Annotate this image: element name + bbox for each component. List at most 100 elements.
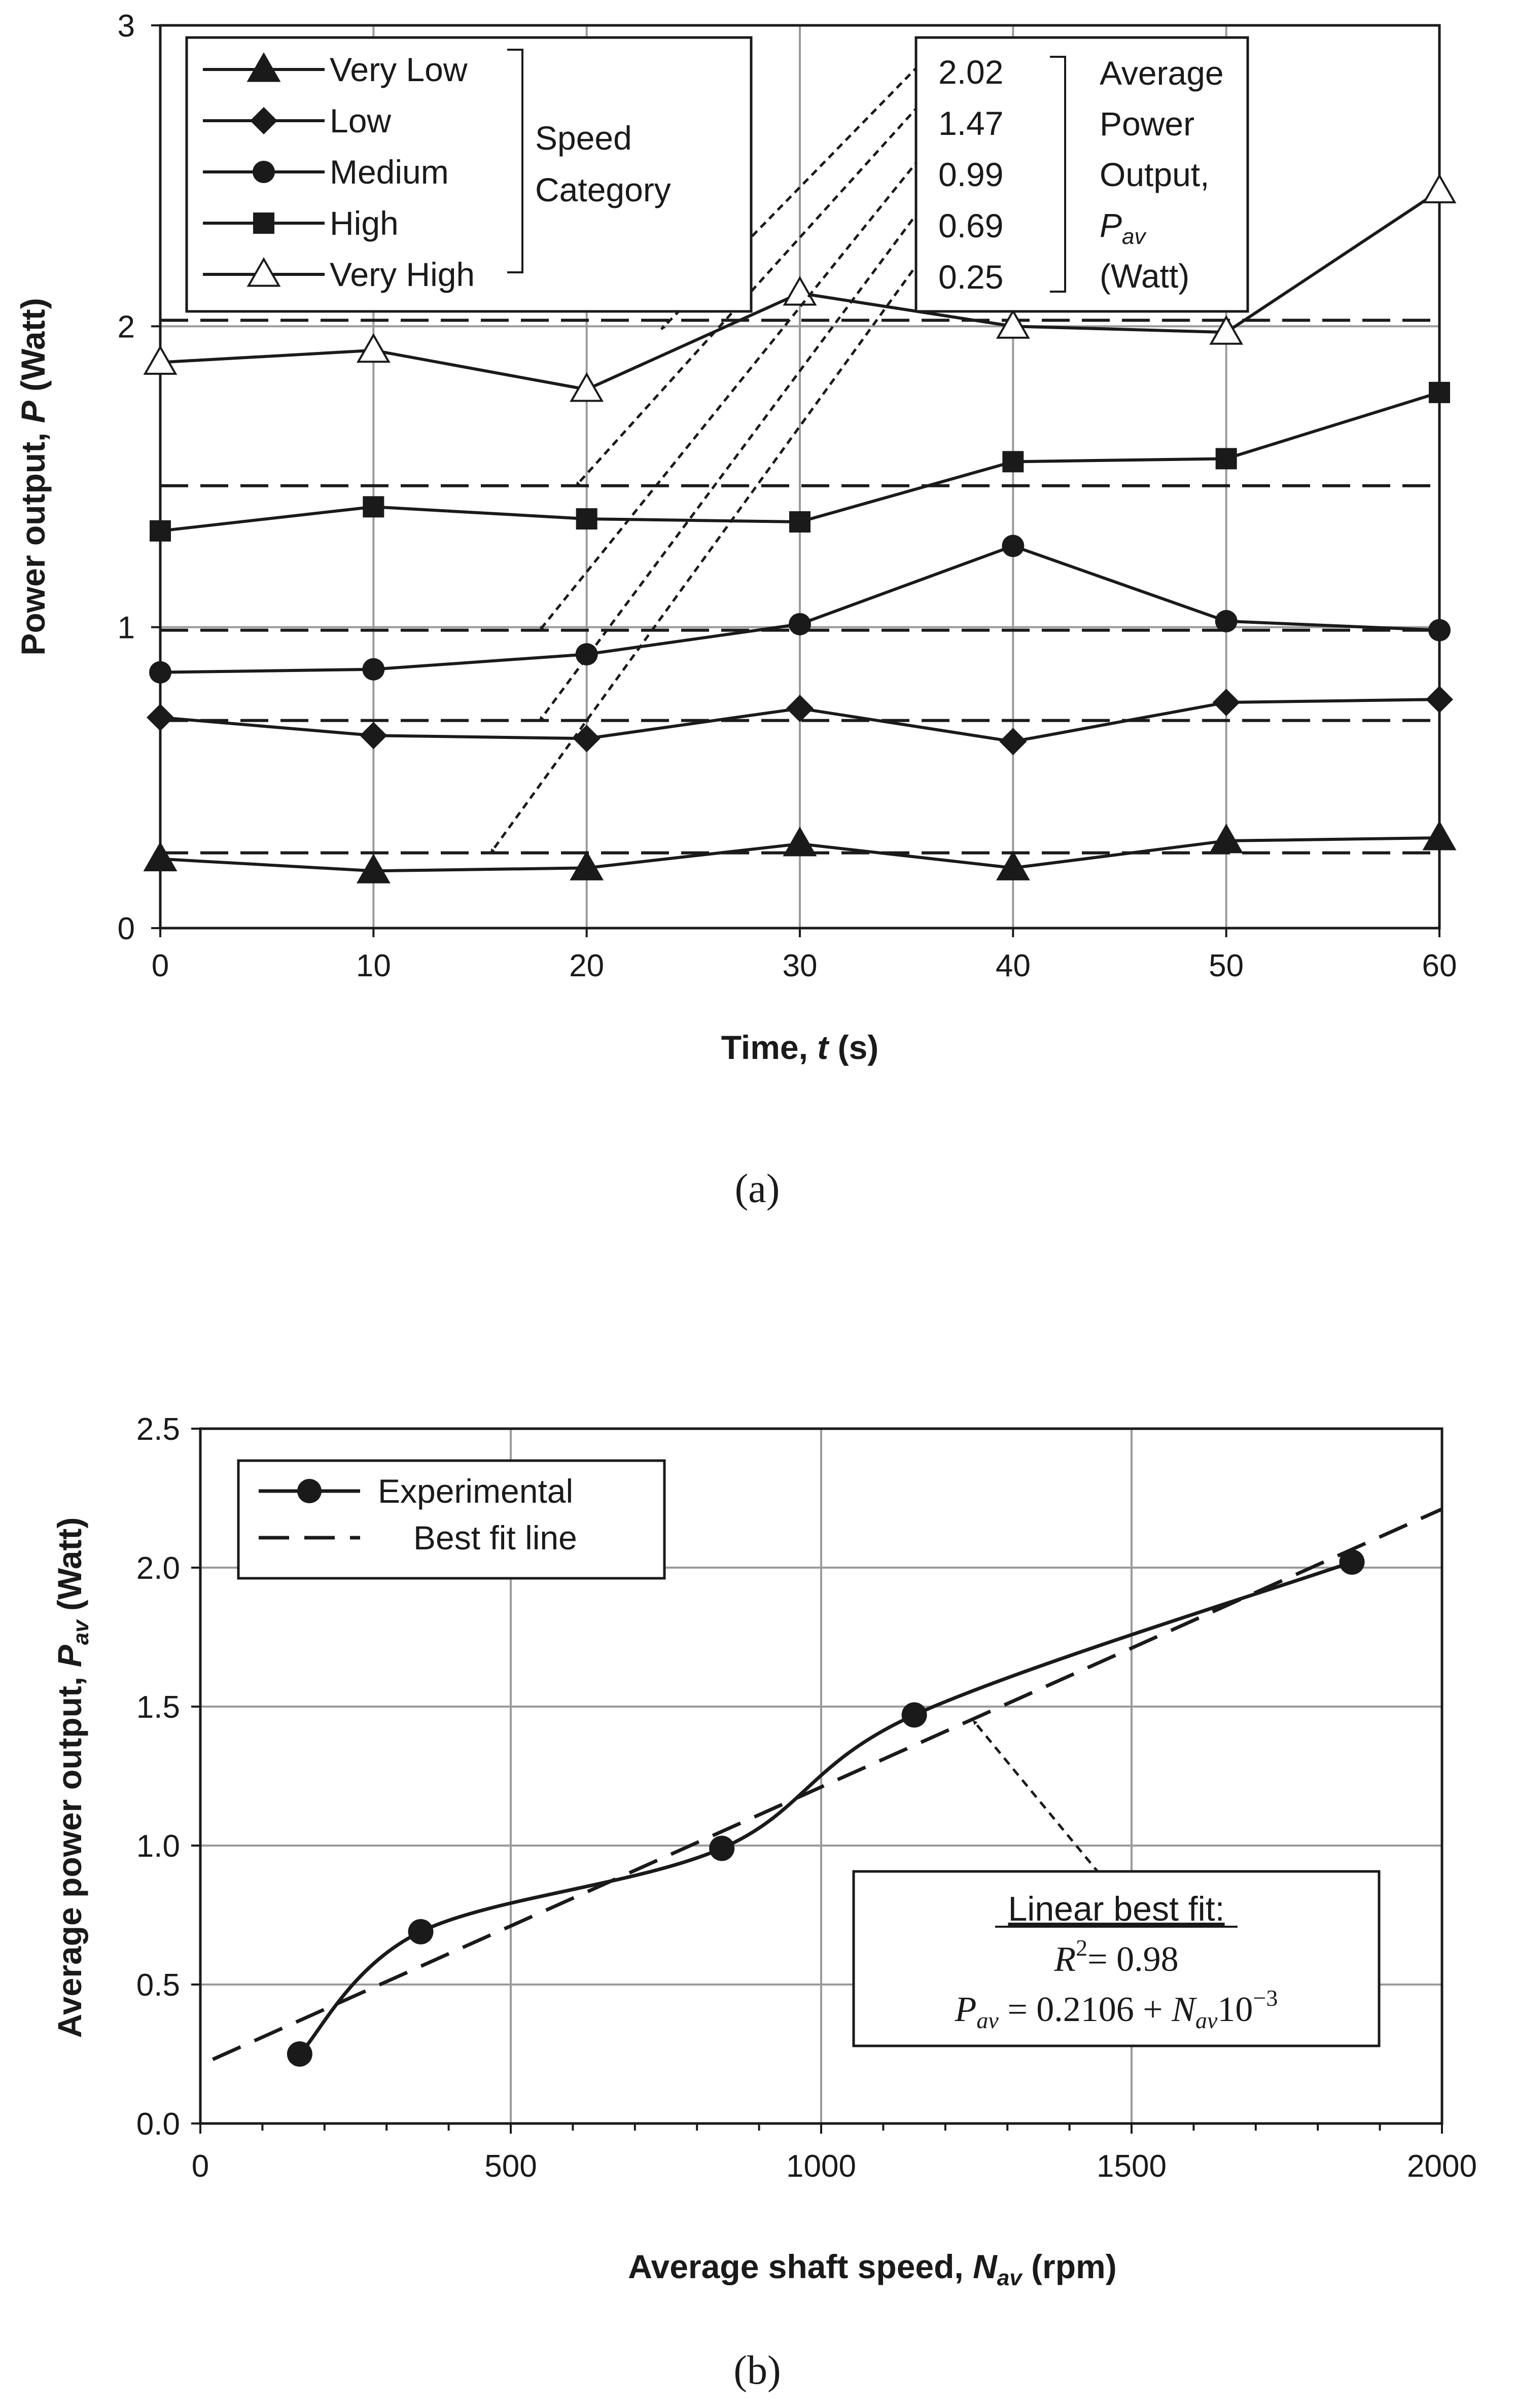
chart-a-average-label-line2: Power (1100, 105, 1194, 143)
chart-a-y-tick-label: 3 (118, 9, 135, 44)
chart-a-y-tick-label: 2 (118, 309, 135, 344)
chart-a-y-tick-label: 1 (118, 611, 135, 646)
chart-a-data-point (570, 372, 604, 402)
chart-b-y-tick-label: 0.0 (136, 2107, 180, 2142)
chart-a-data-point (1422, 820, 1457, 851)
chart-a-legend-marker (246, 52, 281, 82)
chart-a-data-point (996, 309, 1030, 339)
chart-a-x-tick-label: 50 (1209, 948, 1244, 983)
chart-b-fit-title: Linear best fit: (1008, 1890, 1224, 1928)
chart-b-data-point (1339, 1549, 1365, 1575)
chart-a-average-value: 1.47 (938, 104, 1003, 142)
chart-a-legend-items: Very Low Low Medium High Very High (203, 51, 475, 293)
chart-a-series-medium (149, 535, 1451, 684)
chart-b-data-point (901, 1702, 927, 1728)
chart-b-y-axis-label: Average power output, Pav (Watt) (51, 1517, 93, 2038)
chart-a-x-tick-label: 10 (356, 948, 391, 983)
chart-b-data-point (408, 1919, 434, 1944)
chart-a-x-tick-label: 30 (783, 948, 818, 983)
chart-a-data-point (1002, 535, 1025, 557)
chart-b-fit-arrow (972, 1719, 1101, 1875)
chart-a-legend-marker (246, 257, 281, 287)
chart-a-legend-label: Medium (330, 153, 449, 191)
chart-b-y-ticks: 0.0 0.5 1.0 1.5 2.0 2.5 (136, 1412, 200, 2142)
chart-b-x-tick-label: 1000 (786, 2149, 856, 2184)
chart-a-data-point (789, 511, 811, 533)
chart-a-data-point (149, 661, 171, 684)
chart-a-average-bracket (1050, 56, 1066, 293)
chart-b-y-tick-label: 2.0 (136, 1551, 180, 1586)
chart-a: 0 10 20 30 40 50 60 0 1 2 3 Time, t (s) Power out… (14, 9, 1457, 1211)
chart-a-average-value: 0.25 (938, 258, 1003, 296)
chart-a-y-ticks: 0 1 2 3 (118, 9, 160, 946)
chart-a-legend-label: Very High (330, 256, 475, 293)
chart-b-y-tick-label: 2.5 (136, 1412, 180, 1447)
chart-a-series (143, 173, 1457, 883)
chart-a-x-ticks: 0 10 20 30 40 50 60 (152, 928, 1457, 983)
chart-b-legend-fit-label: Best fit line (413, 1519, 577, 1556)
chart-a-series-high (150, 381, 1450, 542)
chart-a-average-box-frame (914, 36, 1249, 313)
chart-b-x-tick-label: 1500 (1097, 2149, 1167, 2184)
chart-a-legend-group-label-line2: Category (535, 171, 671, 208)
chart-b-y-tick-label: 0.5 (136, 1968, 180, 2003)
chart-a-panel-label: (a) (735, 1166, 780, 1211)
chart-a-data-point (1002, 451, 1024, 473)
chart-b-y-tick-label: 1.5 (136, 1690, 180, 1725)
chart-a-x-axis-label: Time, t (s) (721, 1029, 879, 1066)
chart-a-y-tick-label: 0 (118, 911, 135, 946)
chart-b-x-axis-label: Average shaft speed, Nav (rpm) (628, 2248, 1116, 2290)
chart-a-average-arrow (539, 199, 929, 722)
chart-b-y-tick-label: 1.0 (136, 1829, 180, 1864)
chart-a-legend-label: Low (330, 102, 391, 139)
chart-a-legend-marker (253, 161, 275, 183)
chart-a-data-point (1215, 448, 1237, 470)
chart-a-legend: Very Low Low Medium High Very High Speed Cat… (185, 36, 753, 313)
chart-a-legend-label: Very Low (330, 51, 468, 88)
chart-a-x-tick-label: 0 (152, 948, 169, 983)
chart-b-experimental-curve (298, 1560, 1353, 2056)
chart-a-average-values: 2.02 1.47 0.99 0.69 0.25 (938, 53, 1003, 296)
chart-b-x-ticks: 0 500 1000 1500 2000 (192, 2123, 1477, 2184)
chart-a-legend-group-label-line1: Speed (535, 119, 632, 157)
chart-b-experimental-points (287, 1549, 1365, 2067)
chart-a-average-value: 0.99 (938, 156, 1003, 193)
chart-a-data-point (573, 725, 601, 753)
chart-a-data-point (1422, 173, 1457, 203)
chart-a-legend-frame (185, 36, 753, 313)
chart-b-legend-experimental-label: Experimental (378, 1472, 573, 1510)
chart-a-data-point (360, 722, 387, 750)
chart-b-panel-label: (b) (733, 2348, 781, 2393)
chart-a-data-point (150, 520, 171, 542)
chart-a-average-arrow (489, 250, 929, 854)
chart-a-y-axis-label: Power output, P (Watt) (14, 298, 52, 655)
chart-a-data-point (1428, 619, 1451, 642)
chart-a-average-arrow (539, 148, 928, 631)
chart-a-legend-label: High (330, 204, 399, 242)
chart-a-data-point (1426, 686, 1453, 714)
chart-a-legend-marker (253, 213, 274, 234)
chart-a-data-point (143, 345, 178, 375)
chart-b-fit-box: Linear best fit: R2= 0.98 Pav = 0.2106 +… (852, 1719, 1381, 2047)
chart-b: 0 500 1000 1500 2000 0.0 0.5 1.0 1.5 2.0 2.5 Expe… (51, 1412, 1477, 2393)
chart-a-x-tick-label: 40 (996, 948, 1031, 983)
chart-b-legend-experimental-marker (297, 1479, 322, 1503)
chart-a-series-very-low (143, 820, 1457, 883)
chart-b-legend: Experimental Best fit line (237, 1459, 666, 1580)
chart-a-average-symbol: Pav (1100, 206, 1147, 249)
chart-a-data-point (786, 694, 814, 722)
chart-a-average-label-line3: Output, (1100, 156, 1209, 193)
chart-a-data-point (789, 613, 811, 635)
chart-b-data-point (287, 2041, 312, 2067)
chart-a-data-point (147, 703, 174, 731)
chart-a-data-point (576, 508, 597, 530)
chart-a-average-value: 2.02 (938, 53, 1003, 91)
chart-a-data-point (1209, 315, 1244, 345)
chart-a-data-point (783, 826, 817, 857)
chart-a-data-point (356, 854, 391, 883)
chart-a-data-point (996, 851, 1030, 880)
chart-a-data-point (1212, 689, 1240, 716)
chart-b-x-tick-label: 2000 (1407, 2149, 1477, 2184)
chart-a-series-low (147, 686, 1453, 756)
